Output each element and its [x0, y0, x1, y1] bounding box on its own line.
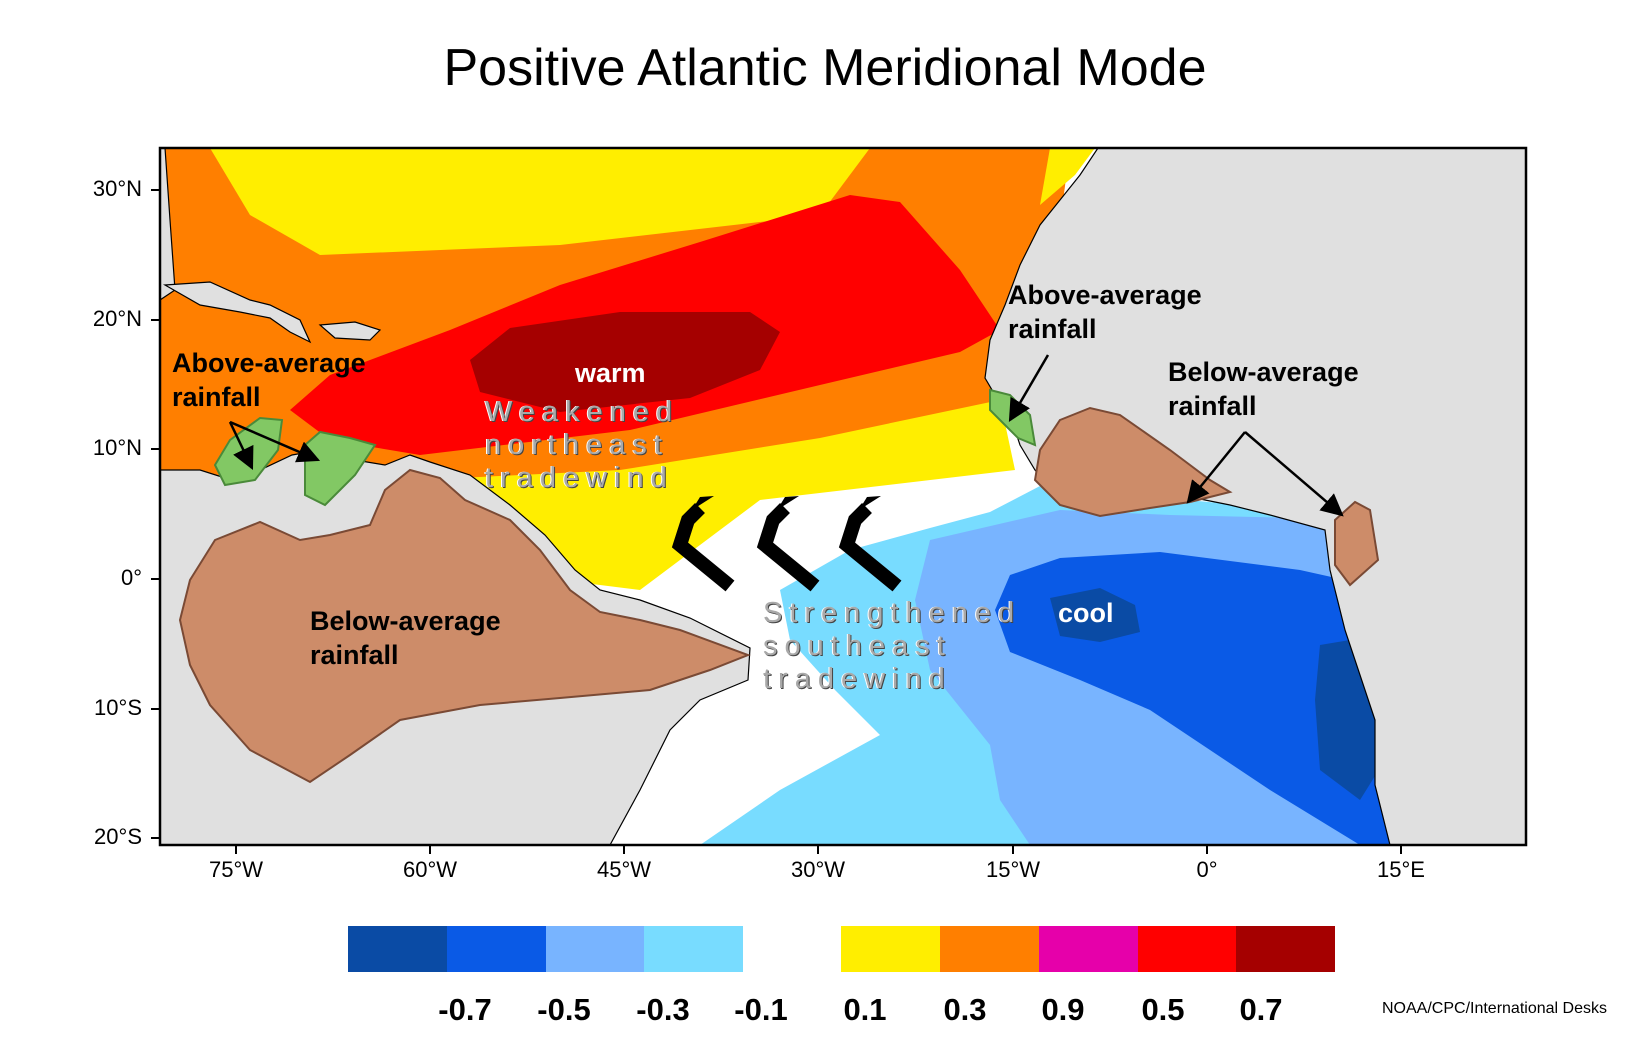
pointer-arrow-above-right: [1008, 354, 1050, 422]
colorbar-swatch: [348, 926, 447, 972]
x-tick-label: 0°: [1196, 857, 1218, 882]
x-tick-marks: [235, 845, 1402, 854]
cool-label: cool: [1058, 598, 1114, 628]
y-tick-marks: [151, 189, 160, 839]
sst-yellow-ne: [1040, 148, 1095, 205]
map-title: Positive Atlantic Meridional Mode: [443, 39, 1207, 97]
above-average-rainfall-left-label: Above-average rainfall: [172, 348, 366, 412]
colorbar-swatch: [644, 926, 743, 972]
y-tick-label: 30°N: [92, 176, 142, 201]
caribbean-islands: [162, 281, 312, 344]
pointer-arrow-below-africa-2: [1244, 431, 1344, 517]
colorbar-label: 0.5: [1141, 992, 1185, 1027]
below-rainfall-africa-east: [1334, 500, 1380, 587]
sst-darkred: [470, 312, 780, 412]
sst-darkblue-cool: [1050, 588, 1140, 642]
colorbar-swatch: [940, 926, 1039, 972]
colorbar-swatch: [1039, 926, 1138, 972]
tradewind-arrow-2: [756, 503, 820, 592]
colorbar-label: 0.3: [943, 992, 987, 1027]
colorbar-swatch: [841, 926, 940, 972]
colorbar-swatch: [1138, 926, 1236, 972]
pointer-arrow-above-left-1: [228, 421, 254, 471]
central-america-land: [160, 148, 176, 301]
below-rainfall-south-america: [178, 468, 751, 784]
tradewind-arrow-3: [838, 503, 902, 592]
weakened-northeast-tradewind-label: Weakened northeast tradewind: [485, 396, 680, 494]
colorbar-label: 0.1: [843, 992, 887, 1027]
colorbar-swatch: [1236, 926, 1335, 972]
sst-yellow-south: [420, 400, 1015, 590]
colorbar-swatch: [447, 926, 546, 972]
x-tick-label: 60°W: [402, 857, 458, 882]
y-tick-label: 10°N: [92, 435, 142, 460]
tradewind-arrowhead-3: [859, 496, 881, 510]
x-tick-label: 15°E: [1377, 857, 1425, 882]
x-tick-label: 45°W: [596, 857, 652, 882]
x-tick-label: 30°W: [790, 857, 846, 882]
map-frame: [158, 146, 1528, 847]
pointer-arrow-below-africa-1: [1186, 431, 1246, 504]
colorbar-label: -0.5: [537, 992, 591, 1027]
colorbar-label: -0.1: [734, 992, 788, 1027]
colorbar-swatch: [546, 926, 644, 972]
credit-text: NOAA/CPC/International Desks: [1382, 1000, 1607, 1017]
colorbar-label: -0.7: [438, 992, 492, 1027]
colorbar-label: -0.3: [636, 992, 690, 1027]
tradewind-arrowhead-1: [692, 496, 714, 510]
warm-label: warm: [575, 358, 646, 388]
x-tick-label: 15°W: [985, 857, 1041, 882]
y-tick-label: 0°: [120, 565, 142, 590]
below-average-rainfall-south-america-label: Below-average rainfall: [310, 606, 501, 670]
pointer-arrow-above-left-2: [229, 420, 321, 463]
tradewind-arrow-1: [671, 503, 735, 592]
tradewind-arrowhead-2: [777, 496, 799, 510]
below-average-rainfall-africa-label: Below-average rainfall: [1168, 357, 1359, 421]
y-tick-label: 20°N: [92, 306, 142, 331]
y-tick-label: 10°S: [94, 695, 142, 720]
sst-yellow-north: [210, 148, 870, 255]
y-tick-label: 20°S: [94, 824, 142, 849]
colorbar-label: 0.9: [1041, 992, 1085, 1027]
above-rainfall-venezuela: [304, 430, 377, 507]
caribbean-islands-2: [318, 321, 382, 341]
strengthened-southeast-tradewind-label: Strengthened southeast tradewind: [763, 597, 1022, 695]
x-tick-label: 75°W: [208, 857, 264, 882]
above-average-rainfall-right-label: Above-average rainfall: [1008, 280, 1202, 344]
colorbar-label: 0.7: [1239, 992, 1283, 1027]
